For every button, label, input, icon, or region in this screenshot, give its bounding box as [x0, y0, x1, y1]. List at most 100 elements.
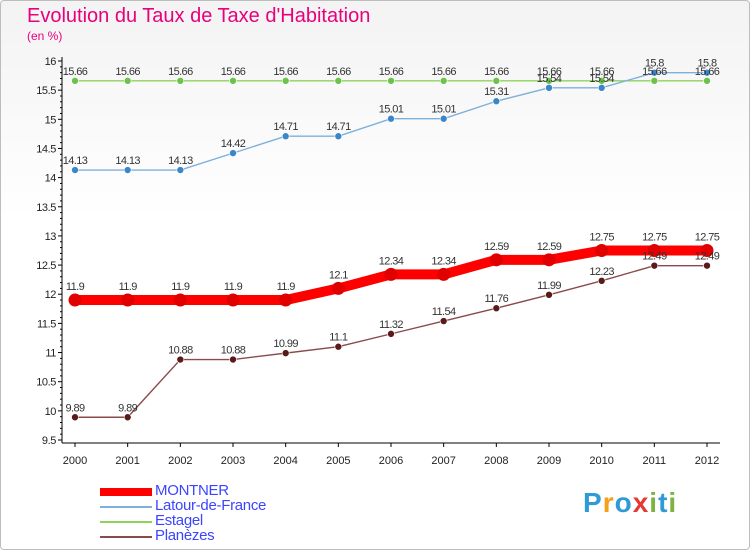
data-point-estagel — [334, 77, 343, 85]
chart-data-labels: 15.66 15.66 15.66 15.66 15.66 15.66 15.66 15.66… — [63, 58, 721, 415]
x-tick-label: 2000 — [63, 455, 87, 467]
data-point-montner — [384, 267, 398, 281]
logo-letter: o — [614, 487, 633, 518]
data-label-latour-de-france: 15.54 — [589, 73, 614, 85]
data-point-montner — [68, 293, 82, 307]
data-label-estagel: 15.66 — [484, 66, 509, 78]
data-label-planezes: 9.89 — [65, 402, 84, 414]
data-label-planezes: 9.89 — [118, 402, 137, 414]
chart-axes: 9.5 10 10.5 11 11.5 12 12.5 13 13.5 14 14.5 15 15.5 1… — [36, 56, 720, 467]
data-point-latour-de-france — [650, 68, 659, 77]
x-tick-label: 2002 — [168, 455, 192, 467]
data-label-estagel: 15.66 — [63, 66, 88, 78]
data-label-latour-de-france: 15.54 — [537, 73, 562, 85]
data-point-estagel — [439, 77, 448, 85]
data-point-planezes — [703, 261, 711, 270]
x-tick-label: 2008 — [484, 455, 508, 467]
legend-item-montner: MONTNER — [100, 482, 360, 500]
data-label-montner: 11.9 — [66, 281, 85, 293]
data-label-estagel: 15.66 — [695, 66, 720, 78]
data-point-planezes — [123, 413, 132, 422]
data-point-planezes — [281, 349, 290, 357]
data-label-estagel: 15.66 — [642, 66, 667, 78]
legend-swatch — [100, 488, 152, 496]
data-point-montner — [437, 267, 451, 281]
x-tick-label: 2010 — [589, 455, 613, 467]
data-label-planezes: 11.1 — [329, 332, 348, 344]
data-point-planezes — [71, 413, 79, 422]
data-point-latour-de-france — [334, 132, 343, 141]
legend-label: Estagel — [155, 512, 203, 529]
data-point-latour-de-france — [492, 97, 501, 106]
data-label-montner: 11.9 — [171, 281, 190, 293]
unit-label: (en %) — [27, 29, 63, 43]
data-label-montner: 12.34 — [379, 255, 404, 267]
data-label-latour-de-france: 14.13 — [63, 155, 88, 167]
data-label-planezes: 10.99 — [273, 338, 298, 350]
logo-letter: i — [668, 487, 678, 518]
data-point-estagel — [387, 77, 395, 85]
data-label-latour-de-france: 14.71 — [273, 121, 298, 133]
data-point-latour-de-france — [229, 149, 237, 157]
data-label-latour-de-france: 15.8 — [697, 58, 716, 70]
y-tick-label: 15 — [45, 114, 57, 126]
data-point-planezes — [229, 355, 237, 364]
data-point-montner — [121, 293, 135, 307]
legend-label: MONTNER — [155, 482, 229, 499]
logo-letter: i — [649, 487, 659, 518]
data-point-estagel — [650, 77, 659, 85]
y-tick-label: 11 — [45, 348, 56, 360]
data-point-planezes — [492, 304, 501, 313]
data-point-planezes — [545, 291, 553, 299]
data-label-montner: 12.75 — [695, 232, 720, 244]
x-tick-label: 2012 — [695, 455, 719, 467]
y-tick-label: 10.5 — [36, 377, 56, 389]
data-label-planezes: 12.23 — [589, 266, 614, 278]
data-label-montner: 12.1 — [329, 269, 348, 281]
data-label-montner: 12.59 — [537, 241, 562, 253]
data-point-latour-de-france — [597, 84, 606, 92]
data-label-montner: 11.9 — [277, 281, 296, 293]
x-tick-label: 2009 — [537, 455, 561, 467]
data-point-montner — [331, 281, 345, 295]
y-tick-label: 12.5 — [36, 260, 56, 272]
data-point-estagel — [281, 77, 290, 85]
data-point-planezes — [334, 342, 343, 351]
data-label-planezes: 10.88 — [221, 345, 246, 357]
data-label-latour-de-france: 14.42 — [221, 138, 246, 150]
y-tick-label: 14.5 — [36, 143, 56, 155]
data-label-estagel: 15.66 — [326, 66, 351, 78]
legend-item-latour-de-france: Latour-de-France — [100, 497, 360, 515]
data-label-latour-de-france: 14.13 — [115, 155, 140, 167]
data-point-estagel — [703, 77, 711, 85]
data-label-estagel: 15.66 — [379, 66, 404, 78]
y-tick-label: 14 — [45, 173, 57, 185]
data-label-montner: 12.75 — [589, 232, 614, 244]
data-label-estagel: 15.66 — [168, 66, 193, 78]
data-point-estagel — [176, 77, 185, 85]
legend-label: Planèzes — [155, 527, 215, 544]
x-tick-label: 2005 — [326, 455, 350, 467]
data-label-estagel: 15.66 — [221, 66, 246, 78]
data-point-estagel — [492, 77, 501, 85]
data-point-montner — [226, 293, 240, 307]
data-label-planezes: 11.76 — [484, 293, 508, 305]
data-point-latour-de-france — [123, 166, 132, 174]
legend-item-planezes: Planèzes — [100, 527, 360, 545]
data-label-estagel: 15.66 — [273, 66, 298, 78]
data-point-estagel — [71, 77, 79, 85]
y-tick-label: 12 — [45, 289, 57, 301]
data-label-estagel: 15.66 — [537, 66, 562, 78]
legend-swatch — [100, 521, 152, 523]
data-point-montner — [279, 293, 293, 307]
data-label-latour-de-france: 14.13 — [168, 155, 193, 167]
data-point-montner — [647, 244, 661, 257]
data-label-planezes: 11.99 — [537, 280, 561, 292]
data-label-montner: 12.75 — [642, 232, 667, 244]
data-point-planezes — [176, 355, 185, 364]
data-label-planezes: 10.88 — [168, 345, 193, 357]
data-label-estagel: 15.66 — [431, 66, 456, 78]
y-tick-label: 10 — [45, 406, 57, 418]
data-point-latour-de-france — [439, 114, 448, 123]
data-label-estagel: 15.66 — [115, 66, 140, 78]
